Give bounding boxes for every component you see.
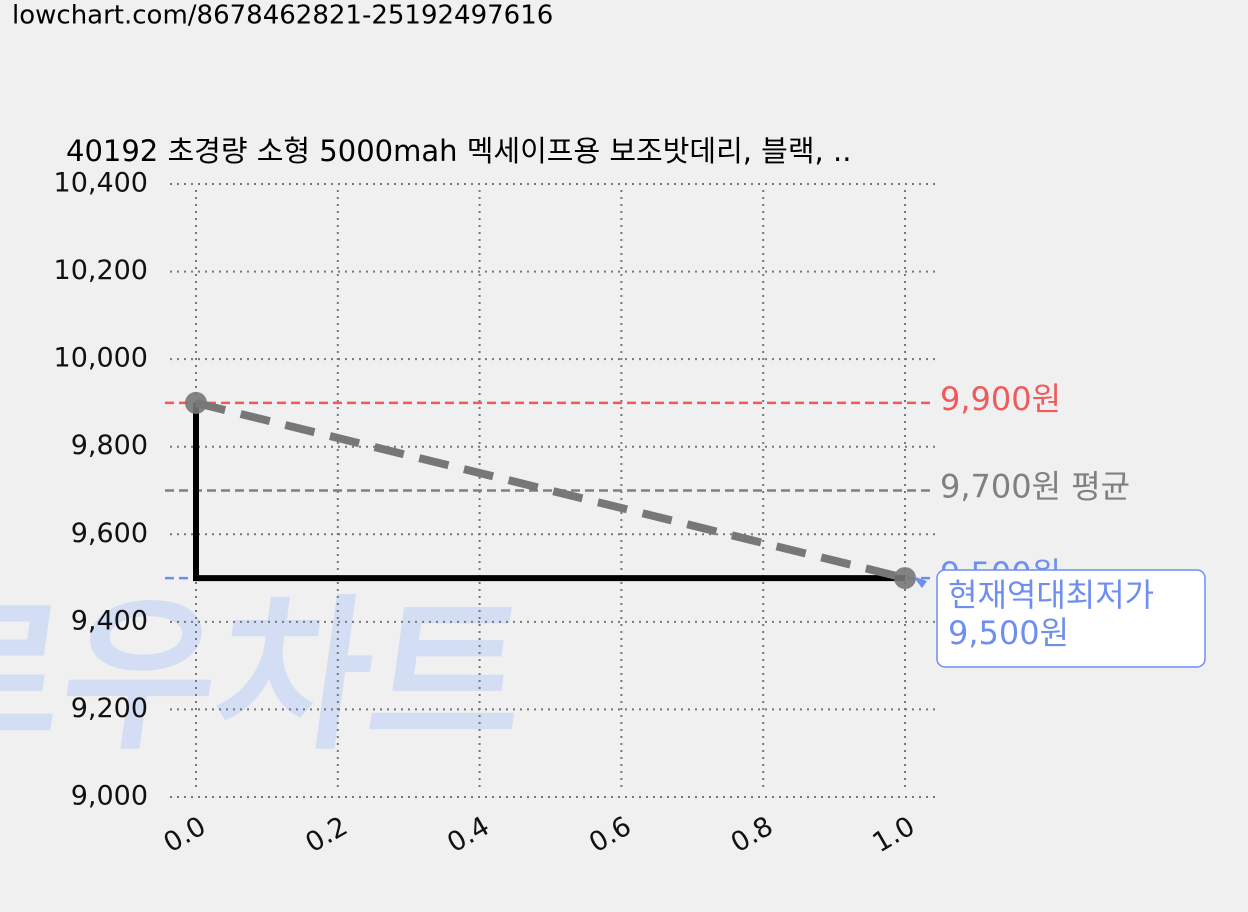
annotation-arrow xyxy=(913,576,927,589)
y-tick-label: 10,400 xyxy=(54,168,148,199)
y-tick-label: 9,600 xyxy=(71,518,148,549)
y-tick-label: 10,200 xyxy=(54,255,148,286)
chart-title: 40192 초경량 소형 5000mah 멕세이프용 보조밧데리, 블랙, .. xyxy=(66,134,851,168)
point xyxy=(185,391,207,414)
reference-label: 9,700원 평균 xyxy=(940,468,1130,506)
series-line xyxy=(195,399,906,582)
watermark: 로우차트 xyxy=(0,581,538,773)
annotation-text: 9,500원 xyxy=(948,614,1069,652)
reference-label: 9,900원 xyxy=(940,380,1061,418)
series-line xyxy=(193,402,905,582)
y-tick-label: 9,200 xyxy=(71,693,148,724)
y-tick-label: 9,400 xyxy=(71,605,148,636)
y-tick-label: 9,000 xyxy=(71,781,148,812)
point xyxy=(894,567,916,590)
url: lowchart.com/8678462821-25192497616 xyxy=(12,1,553,31)
y-tick-label: 9,800 xyxy=(71,430,148,461)
annotation-box xyxy=(936,569,1206,668)
y-tick-label: 10,000 xyxy=(54,343,148,374)
annotation-text: 현재역대최저가 xyxy=(948,576,1154,614)
